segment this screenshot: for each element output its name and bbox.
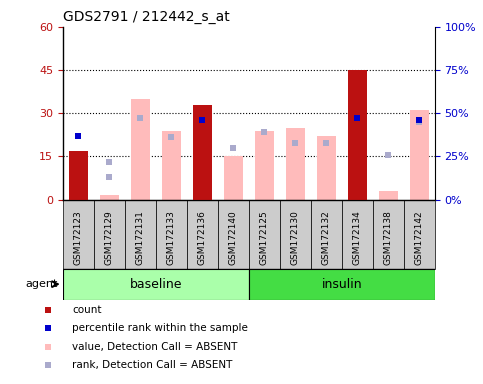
Text: count: count [72, 305, 102, 314]
Text: GDS2791 / 212442_s_at: GDS2791 / 212442_s_at [63, 10, 229, 25]
Text: baseline: baseline [129, 278, 182, 291]
Bar [348, 70, 367, 200]
Bar [100, 195, 119, 200]
Bar [249, 200, 280, 269]
Bar [404, 200, 435, 269]
Text: GSM172123: GSM172123 [74, 210, 83, 265]
Text: agent: agent [26, 279, 58, 289]
Bar [255, 131, 273, 200]
Bar [379, 191, 398, 200]
Text: GSM172125: GSM172125 [260, 210, 269, 265]
Bar [162, 131, 181, 200]
Bar [131, 99, 150, 200]
Bar [249, 269, 435, 300]
Text: GSM172134: GSM172134 [353, 210, 362, 265]
Text: GSM172132: GSM172132 [322, 210, 331, 265]
Bar [410, 111, 428, 200]
Bar [63, 269, 249, 300]
Text: GSM172129: GSM172129 [105, 210, 114, 265]
Bar [342, 200, 373, 269]
Text: insulin: insulin [321, 278, 362, 291]
Text: percentile rank within the sample: percentile rank within the sample [72, 323, 248, 333]
Text: rank, Detection Call = ABSENT: rank, Detection Call = ABSENT [72, 361, 233, 371]
Text: value, Detection Call = ABSENT: value, Detection Call = ABSENT [72, 342, 238, 352]
Text: GSM172130: GSM172130 [291, 210, 300, 265]
Bar [218, 200, 249, 269]
Bar [69, 151, 87, 200]
Bar [317, 136, 336, 200]
Text: GSM172142: GSM172142 [415, 210, 424, 265]
Text: GSM172131: GSM172131 [136, 210, 145, 265]
Bar [286, 127, 304, 200]
Bar [187, 200, 218, 269]
Bar [193, 104, 212, 200]
Bar [280, 200, 311, 269]
Text: GSM172133: GSM172133 [167, 210, 176, 265]
Bar [156, 200, 187, 269]
Bar [224, 157, 242, 200]
Text: GSM172140: GSM172140 [229, 210, 238, 265]
Text: GSM172138: GSM172138 [384, 210, 393, 265]
Bar [125, 200, 156, 269]
Bar [63, 200, 94, 269]
Bar [373, 200, 404, 269]
Text: GSM172136: GSM172136 [198, 210, 207, 265]
Bar [94, 200, 125, 269]
Bar [311, 200, 342, 269]
